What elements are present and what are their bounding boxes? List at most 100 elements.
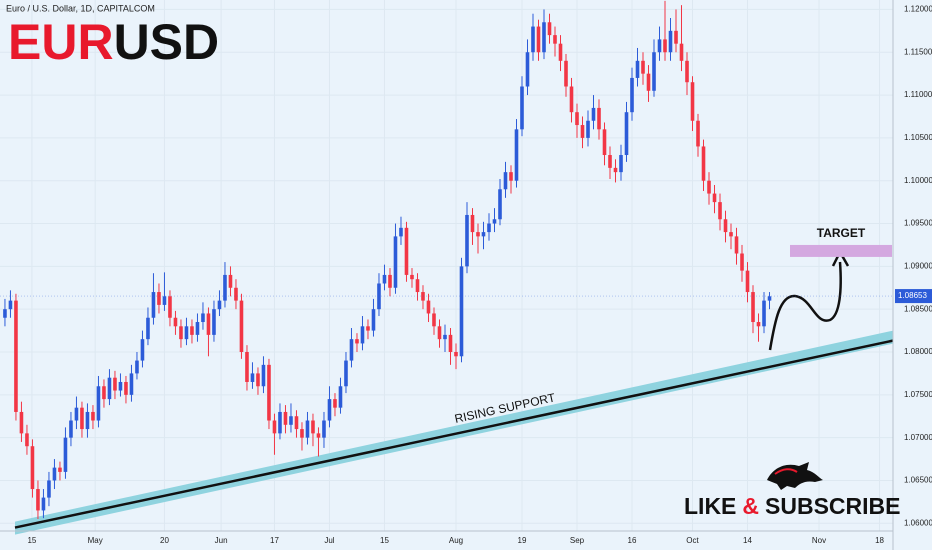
y-tick-label: 1.12000 (904, 5, 932, 14)
candle-body (531, 26, 535, 53)
bull-body (767, 462, 823, 490)
candle-body (366, 326, 370, 331)
candle-body (311, 420, 315, 434)
candle-body (135, 360, 139, 374)
candle-body (608, 155, 612, 168)
candle-body (294, 416, 299, 430)
candle-body (355, 339, 359, 344)
x-tick-label: 16 (628, 536, 637, 545)
bull-logo (767, 462, 823, 490)
x-tick-label: 20 (160, 536, 169, 545)
x-tick-label: Sep (570, 536, 585, 545)
y-tick-label: 1.07000 (904, 433, 932, 442)
candle-body (234, 287, 238, 301)
candle-body (674, 30, 678, 44)
support-line (14, 339, 894, 529)
candle-body (602, 129, 607, 156)
candle-body (25, 433, 29, 447)
candle-body (663, 39, 667, 53)
candle-body (525, 52, 530, 87)
x-tick-label: 19 (518, 536, 527, 545)
candle-body (327, 399, 332, 421)
candle-body (580, 125, 585, 138)
candle-body (63, 437, 68, 472)
x-tick-label: Jun (215, 536, 228, 545)
x-tick-label: Jul (324, 536, 334, 545)
candle-body (140, 339, 145, 361)
candle-body (520, 86, 524, 130)
x-tick-label: 17 (270, 536, 279, 545)
candle-body (245, 352, 249, 382)
candle-body (641, 60, 645, 74)
candle-body (69, 420, 73, 438)
cta: LIKE & SUBSCRIBE (684, 493, 900, 519)
candle-body (635, 60, 640, 78)
candle-body (729, 232, 733, 237)
title-part: EUR (8, 14, 114, 70)
y-tick-label: 1.09000 (904, 261, 932, 270)
candle-body (96, 386, 101, 421)
title-part: USD (114, 14, 220, 70)
candle-body (74, 407, 79, 421)
candle-body (558, 43, 563, 61)
candle-body (349, 339, 354, 361)
candle-body (58, 467, 62, 472)
candle-body (613, 167, 618, 173)
candle-body (657, 39, 662, 53)
candle-body (201, 313, 205, 323)
candle-body (217, 300, 222, 310)
candle-body (41, 497, 46, 511)
candle-body (344, 360, 348, 387)
candle-body (509, 172, 513, 181)
candle-body (195, 322, 200, 335)
cta-part: LIKE (684, 493, 736, 519)
y-tick-label: 1.08000 (904, 347, 932, 356)
candle-body (569, 86, 574, 113)
last-price-tag (895, 289, 932, 304)
x-tick-label: Oct (686, 536, 699, 545)
candle-body (591, 107, 596, 121)
candle-body (481, 232, 486, 237)
candle-body (685, 60, 689, 83)
candle-body (190, 326, 194, 335)
candle-body (668, 30, 673, 53)
candle-body (646, 73, 651, 91)
candle-body (113, 377, 117, 391)
candle-body (30, 446, 35, 490)
candle-body (118, 381, 123, 391)
candle-body (421, 292, 425, 301)
candle-body (393, 236, 398, 288)
candle-body (465, 214, 469, 267)
candle-body (399, 227, 403, 237)
candle-body (432, 313, 436, 327)
candle-body (322, 420, 326, 438)
candle-body (283, 411, 288, 425)
candle-body (129, 373, 134, 395)
candle-body (107, 377, 112, 400)
target-label: TARGET (817, 226, 866, 240)
target-zone (790, 244, 892, 257)
candle-body (712, 193, 717, 203)
candle-body (19, 411, 24, 434)
candle-body (767, 296, 772, 301)
candle-body (124, 381, 128, 395)
subtitle: Euro / U.S. Dollar, 1D, CAPITALCOM (6, 3, 155, 13)
candle-body (179, 326, 183, 340)
candle-body (762, 300, 766, 327)
candle-body (476, 232, 480, 237)
candle-body (250, 373, 255, 382)
candle-body (415, 279, 420, 293)
candle-body (630, 77, 634, 113)
cta-part: SUBSCRIBE (765, 493, 900, 519)
candle-body (514, 129, 519, 181)
y-tick-label: 1.10500 (904, 133, 932, 142)
bull-accent (774, 468, 798, 475)
candle-body (696, 120, 700, 147)
candle-body (80, 407, 84, 430)
candle-body (261, 364, 266, 387)
candle-body (707, 180, 711, 194)
candle-body (168, 296, 172, 318)
x-tick-label: Nov (812, 536, 826, 545)
candle-body (547, 22, 552, 36)
